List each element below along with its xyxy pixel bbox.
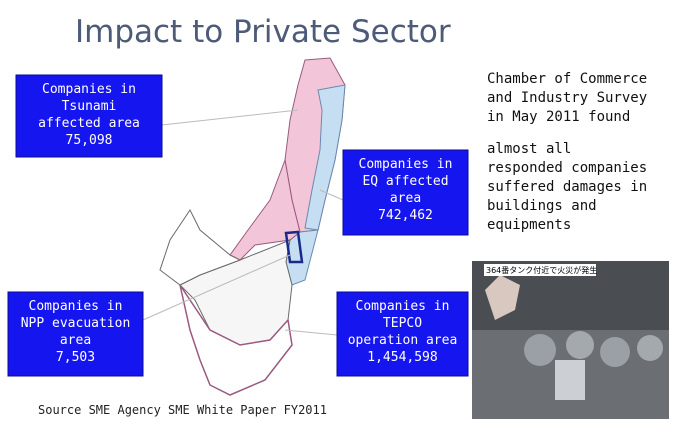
slide: Impact to Private Sector Companies in Tsu… (0, 0, 673, 421)
callout-line: Companies in (356, 299, 450, 314)
survey-line: and Industry Survey (487, 90, 647, 106)
callout-line: NPP evacuation (21, 316, 131, 331)
survey-line: in May 2011 found (487, 109, 630, 125)
callout-line: 7,503 (56, 350, 95, 365)
callout-line: Companies in (29, 299, 123, 314)
callout-box: Companies in EQ affected area 742,462 (343, 150, 468, 235)
callout-line: operation area (348, 333, 458, 348)
callout-box: Companies in NPP evacuation area 7,503 (8, 292, 143, 376)
source-note: Source SME Agency SME White Paper FY2011 (38, 403, 327, 417)
callout-line: 75,098 (66, 133, 113, 148)
callout-line: area (390, 191, 421, 206)
survey-line: Chamber of Commerce (487, 71, 647, 87)
callout-line: 1,454,598 (367, 350, 437, 365)
callout-line: EQ affected (362, 174, 448, 189)
callout-line: TEPCO (383, 316, 422, 331)
callout-box: Companies in Tsunami affected area 75,098 (16, 75, 162, 157)
survey-line: buildings and (487, 198, 597, 214)
photo: 364番タンク付近で火災が発生 (472, 261, 669, 419)
survey-line: equipments (487, 217, 571, 233)
survey-line: suffered damages in (487, 179, 647, 195)
callout-line: 742,462 (378, 208, 433, 223)
callout-line: Companies in (359, 157, 453, 172)
callout-line: Tsunami (62, 99, 117, 114)
slide-title: Impact to Private Sector (75, 14, 451, 50)
survey-line: responded companies (487, 160, 647, 176)
callout-box: Companies in TEPCO operation area 1,454,598 (337, 292, 468, 376)
survey-line: almost all (487, 141, 571, 157)
callout-line: area (60, 333, 91, 348)
photo-caption: 364番タンク付近で火災が発生 (486, 265, 597, 275)
callout-line: affected area (38, 116, 140, 131)
callout-line: Companies in (42, 82, 136, 97)
map (143, 58, 345, 395)
